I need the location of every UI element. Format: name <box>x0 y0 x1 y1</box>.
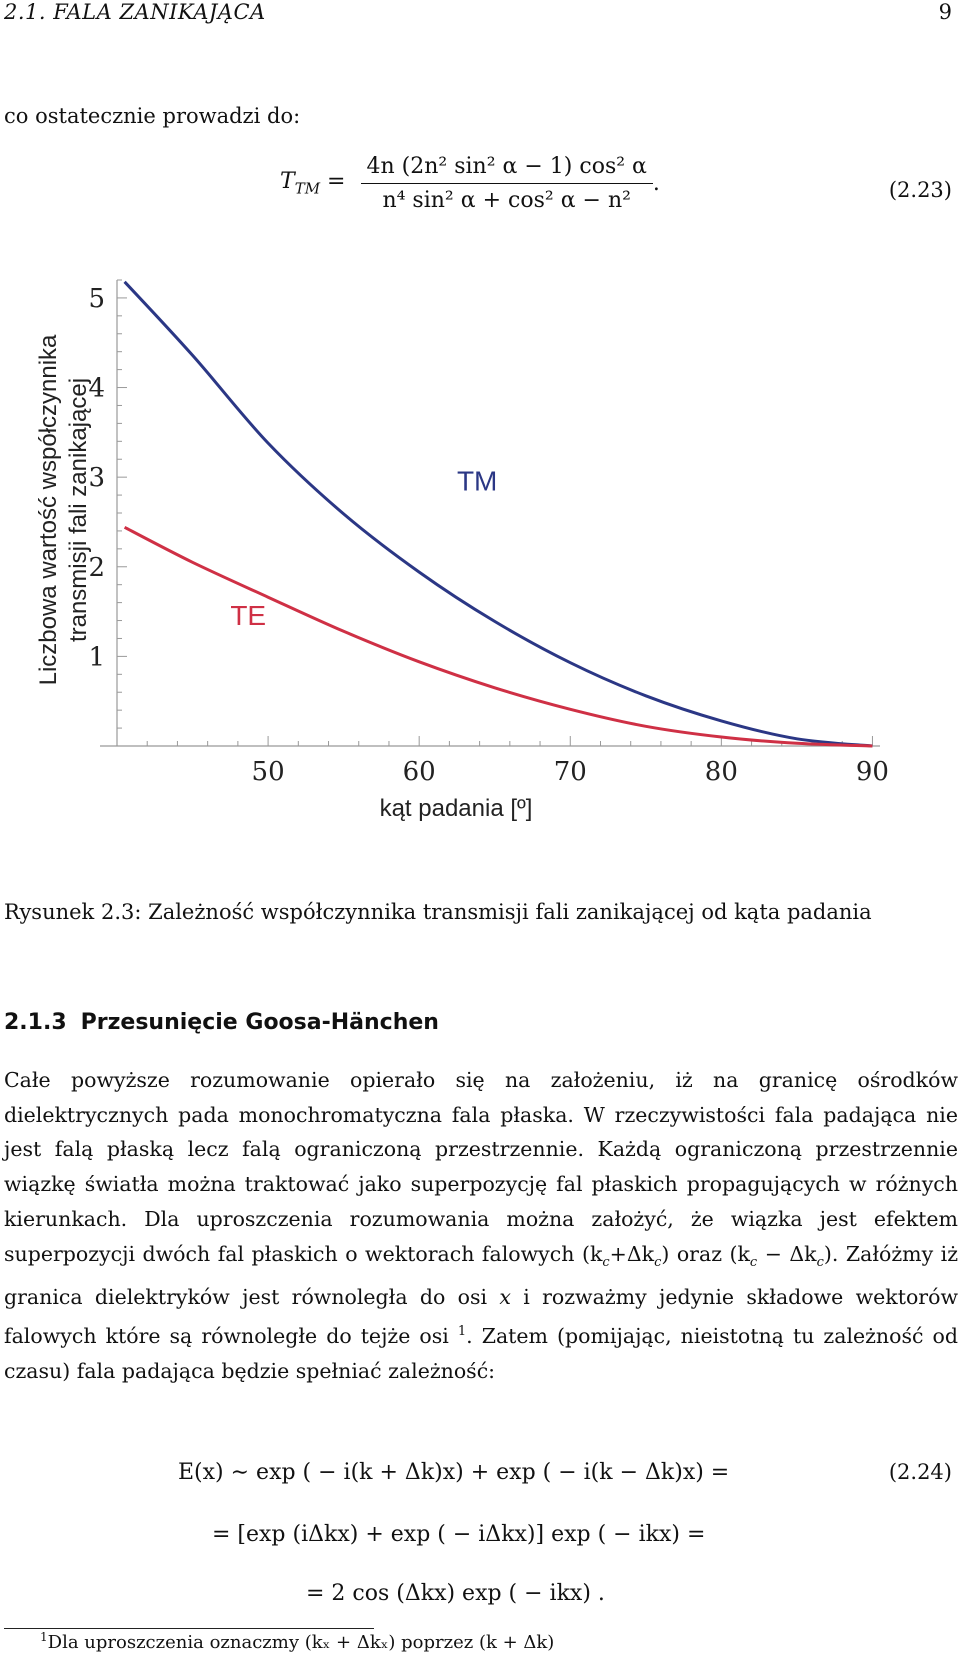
equation-numerator: 4n (2n² sin² α − 1) cos² α <box>360 154 653 184</box>
section-heading: 2.1.3 Przesunięcie Goosa-Hänchen <box>4 1010 439 1035</box>
equation-number-2-24: (2.24) <box>888 1460 952 1484</box>
x-tick-label: 90 <box>856 757 889 787</box>
equation-2-24-line-1: E(x) ∼ exp ( − i(k + Δk)x) + exp ( − i(k… <box>178 1460 730 1485</box>
section-number: 2.1.3 <box>4 1010 67 1035</box>
chart-axes <box>100 280 880 747</box>
y-tick-label: 4 <box>88 374 105 404</box>
equation-2-24-line-2: = [exp (iΔkx) + exp ( − iΔkx)] exp ( − i… <box>212 1522 706 1547</box>
y-axis-label-line-1: Liczbowa wartość współczynnika <box>35 334 62 685</box>
y-axis-label: Liczbowa wartość współczynnika transmisji… <box>35 334 92 685</box>
x-tick-label: 50 <box>252 757 285 787</box>
running-header: 2.1. FALA ZANIKAJĄCA <box>4 0 266 24</box>
footnote-rule <box>4 1628 374 1629</box>
y-tick-label: 2 <box>88 553 105 583</box>
y-tick-label: 1 <box>88 642 105 672</box>
chart-series <box>123 280 873 748</box>
transmission-chart: 50 60 70 80 90 1 2 3 4 5 TM TE kąt padania [º] Liczbo… <box>35 279 889 822</box>
footnote: 1Dla uproszczenia oznaczmy (kₓ + Δkₓ) po… <box>40 1630 555 1653</box>
figure-caption: Rysunek 2.3: Zależność współczynnika tra… <box>4 900 872 924</box>
x-tick-label: 80 <box>705 757 738 787</box>
y-axis-label-line-2: transmisji fali zanikającej <box>65 378 92 642</box>
equation-denominator: n⁴ sin² α + cos² α − n² <box>382 188 631 213</box>
chart-labels: 50 60 70 80 90 1 2 3 4 5 TM TE kąt padania [º] Liczbo… <box>35 284 889 822</box>
x-axis-label: kąt padania [º] <box>380 795 533 822</box>
page-number: 9 <box>938 0 952 24</box>
series-label-tm: TM <box>457 466 497 497</box>
equation-fraction: 4n (2n² sin² α − 1) cos² α n⁴ sin² α + c… <box>360 154 653 213</box>
series-line-tm <box>123 280 873 748</box>
section-title: Przesunięcie Goosa-Hänchen <box>80 1010 439 1035</box>
x-tick-label: 60 <box>403 757 436 787</box>
body-paragraph: Całe powyższe rozumowanie opierało się n… <box>4 1068 959 1383</box>
series-label-te: TE <box>230 600 266 631</box>
chart-ticks <box>117 279 873 746</box>
equation-lhs: TTM = <box>280 169 346 198</box>
intro-text: co ostatecznie prowadzi do: <box>4 104 301 128</box>
footnote-mark[interactable]: 1 <box>457 1324 467 1340</box>
series-line-te <box>123 525 873 748</box>
equation-number-2-23: (2.23) <box>888 178 952 202</box>
y-tick-label: 3 <box>88 463 105 493</box>
equation-2-23: TTM = 4n (2n² sin² α − 1) cos² α n⁴ sin²… <box>280 154 660 213</box>
equation-2-24-line-3: = 2 cos (Δkx) exp ( − ikx) . <box>306 1581 605 1606</box>
x-tick-label: 70 <box>554 757 587 787</box>
y-tick-label: 5 <box>88 284 105 314</box>
